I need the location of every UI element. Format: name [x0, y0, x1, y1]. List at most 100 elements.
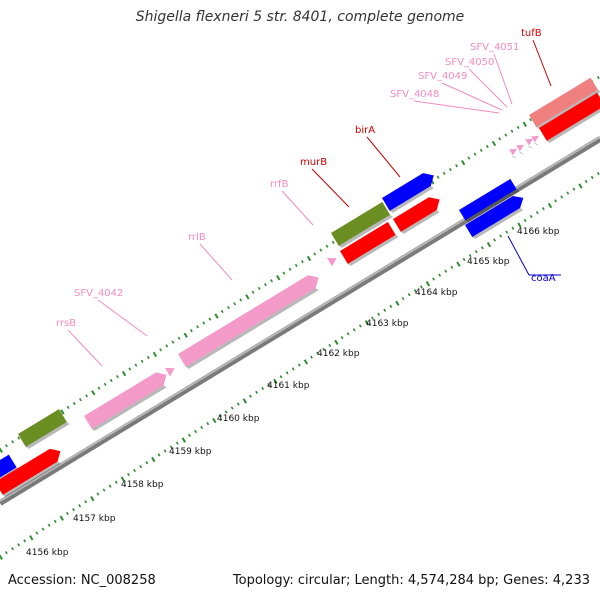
gene-feature-SFV_4049-shade [519, 151, 524, 155]
lower-track-dot [590, 175, 594, 180]
upper-track-dot [171, 340, 175, 344]
label-leader-layer [67, 39, 561, 367]
lower-track-dot [188, 433, 191, 437]
upper-track-dot [516, 125, 520, 129]
gene-feature-rrfB [327, 258, 337, 267]
upper-track-dot [270, 279, 273, 283]
upper-track-dot [251, 290, 255, 294]
gene-feature-red-mid-2 [393, 197, 440, 232]
lower-track-dot [444, 269, 448, 273]
upper-track-dot [146, 355, 150, 360]
lower-track-dot [5, 550, 8, 555]
upper-track-dot [97, 386, 101, 390]
lower-track-dot [139, 465, 143, 469]
lower-track-dot [364, 320, 370, 326]
scale-tick-label: 4161 kbp [267, 381, 310, 391]
leader-rrlB [199, 243, 233, 281]
upper-track-dot [103, 382, 107, 386]
leader-murB [311, 168, 350, 208]
gene-feature-SFV_4050 [524, 138, 534, 147]
lower-track-dot [316, 351, 320, 355]
gene-feature-red-mid-1 [340, 221, 396, 264]
lower-track-dot [517, 222, 522, 228]
lower-track-dot [499, 234, 503, 238]
upper-track-dot [448, 167, 452, 172]
scale-tick-label: 4164 kbp [415, 288, 458, 298]
lower-track-dot [450, 265, 454, 269]
upper-track-dot [282, 271, 286, 275]
upper-track-dot [498, 137, 502, 141]
lower-track-dot [371, 316, 374, 320]
gene-feature-birA-shade [389, 185, 434, 213]
lower-track-dot [267, 382, 271, 387]
lower-track-dot [511, 226, 515, 230]
upper-track-dot [319, 248, 323, 252]
lower-track-dot [505, 230, 509, 234]
upper-track-dot [116, 375, 119, 379]
lower-track-dot [285, 371, 289, 375]
lower-track-dot [249, 394, 252, 398]
lower-track-dot [29, 535, 34, 541]
lower-track-dot [297, 363, 301, 367]
lower-track-dot [328, 343, 332, 348]
lower-track-dot [242, 398, 248, 404]
track-dots-layer [0, 75, 600, 560]
lower-track-dot [529, 214, 533, 219]
lower-track-dot [17, 543, 21, 547]
upper-track-dot [331, 240, 335, 245]
scale-tick-label: 4157 kbp [73, 514, 116, 524]
lower-track-dot [425, 281, 431, 287]
gene-label-SFV_4048: SFV_4048 [390, 89, 439, 100]
leader-SFV_4042 [97, 299, 148, 337]
lower-track-dot [236, 402, 240, 406]
gene-feature-olive-left-shade [25, 421, 70, 449]
leader-rrsB [67, 329, 103, 367]
upper-track-dot [491, 140, 497, 147]
upper-track-dot [288, 267, 292, 271]
upper-track-dot [485, 144, 489, 149]
lower-track-dot [23, 539, 27, 543]
upper-track-dot [473, 152, 477, 156]
lower-track-dot [224, 410, 228, 414]
scale-tick-label: 4163 kbp [366, 319, 409, 329]
gene-feature-SFV_4042 [165, 368, 175, 377]
gene-feature-rrfB-shade [332, 266, 336, 269]
scale-tick-label: 4162 kbp [317, 349, 360, 359]
lower-track-dot [523, 218, 527, 223]
leader-SFV_4049 [441, 82, 503, 111]
lower-track-dot [566, 191, 570, 195]
lower-track-dot [547, 202, 553, 209]
lower-track-dot [96, 492, 100, 496]
gene-feature-red-left [0, 448, 61, 495]
lower-track-dot [11, 547, 14, 551]
upper-track-dot [263, 282, 267, 287]
lower-track-dot [53, 519, 57, 523]
lower-track-dot [206, 422, 210, 426]
gene-feature-tufB-shade [536, 89, 600, 129]
lower-track-dot [358, 324, 362, 328]
gene-label-coaA: coaA [531, 273, 556, 284]
lower-track-dot [163, 449, 167, 453]
upper-track-dot [245, 294, 250, 300]
lower-track-dot [255, 390, 259, 394]
gene-feature-rrlB-shade [185, 288, 319, 369]
lower-track-dot [395, 300, 400, 306]
upper-track-dot [202, 321, 206, 325]
lower-track-dot [535, 210, 539, 215]
upper-track-dot [85, 394, 89, 398]
lower-track-dot [334, 339, 339, 345]
scale-tick-layer: 4156 kbp 4157 kbp 4158 kbp 4159 kbp 4160 kbp… [26, 227, 560, 558]
upper-track-dot [0, 447, 3, 453]
accession-text: Accession: NC_008258 [8, 573, 156, 588]
upper-track-dot [300, 259, 304, 264]
lower-track-dot [218, 414, 222, 418]
lower-track-dot [462, 257, 466, 262]
gene-feature-SFV_4049 [515, 144, 525, 153]
gene-feature-red-right [539, 92, 600, 141]
scale-tick-label: 4165 kbp [467, 257, 510, 267]
gene-feature-SFV_4042-shade [170, 376, 174, 379]
lower-track-dot [560, 195, 564, 199]
lower-track-dot [84, 500, 88, 504]
upper-track-dot [257, 286, 261, 291]
upper-track-dot [66, 405, 70, 409]
